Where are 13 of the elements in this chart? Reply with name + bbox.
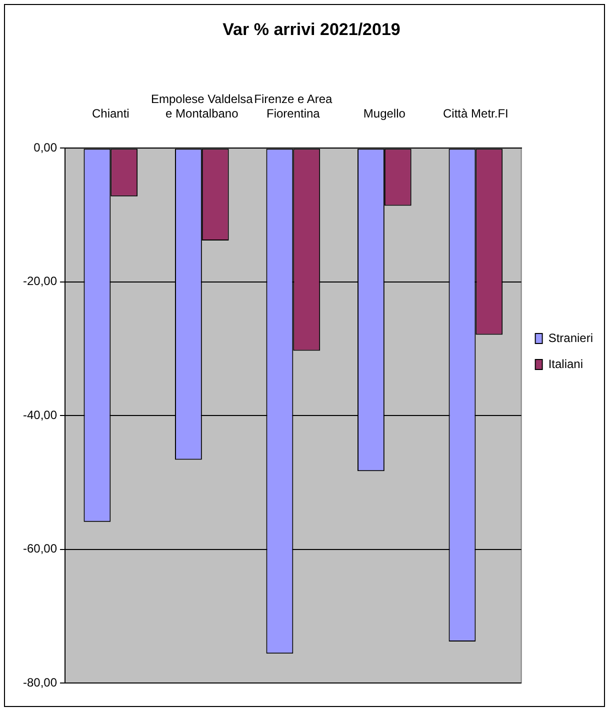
x-tick-label: Mugello	[363, 106, 406, 120]
y-tick-label: 0,00	[34, 140, 58, 155]
x-tick-label: Chianti	[92, 106, 130, 120]
y-tick-label: -20,00	[22, 274, 58, 288]
y-tick-label: -80,00	[22, 675, 58, 690]
chart-title: Var % arrivi 2021/2019	[222, 20, 400, 39]
y-tick-label: -60,00	[22, 542, 58, 556]
y-tick-label: -40,00	[22, 408, 58, 422]
legend-label: Stranieri	[548, 330, 594, 345]
legend-label: Italiani	[548, 356, 584, 371]
x-tick-label: Firenze e Area Fiorentina	[254, 92, 333, 120]
x-tick-label: Empolese Valdelsa e Montalbano	[150, 92, 254, 120]
x-tick-label: Città Metr.FI	[443, 106, 508, 120]
